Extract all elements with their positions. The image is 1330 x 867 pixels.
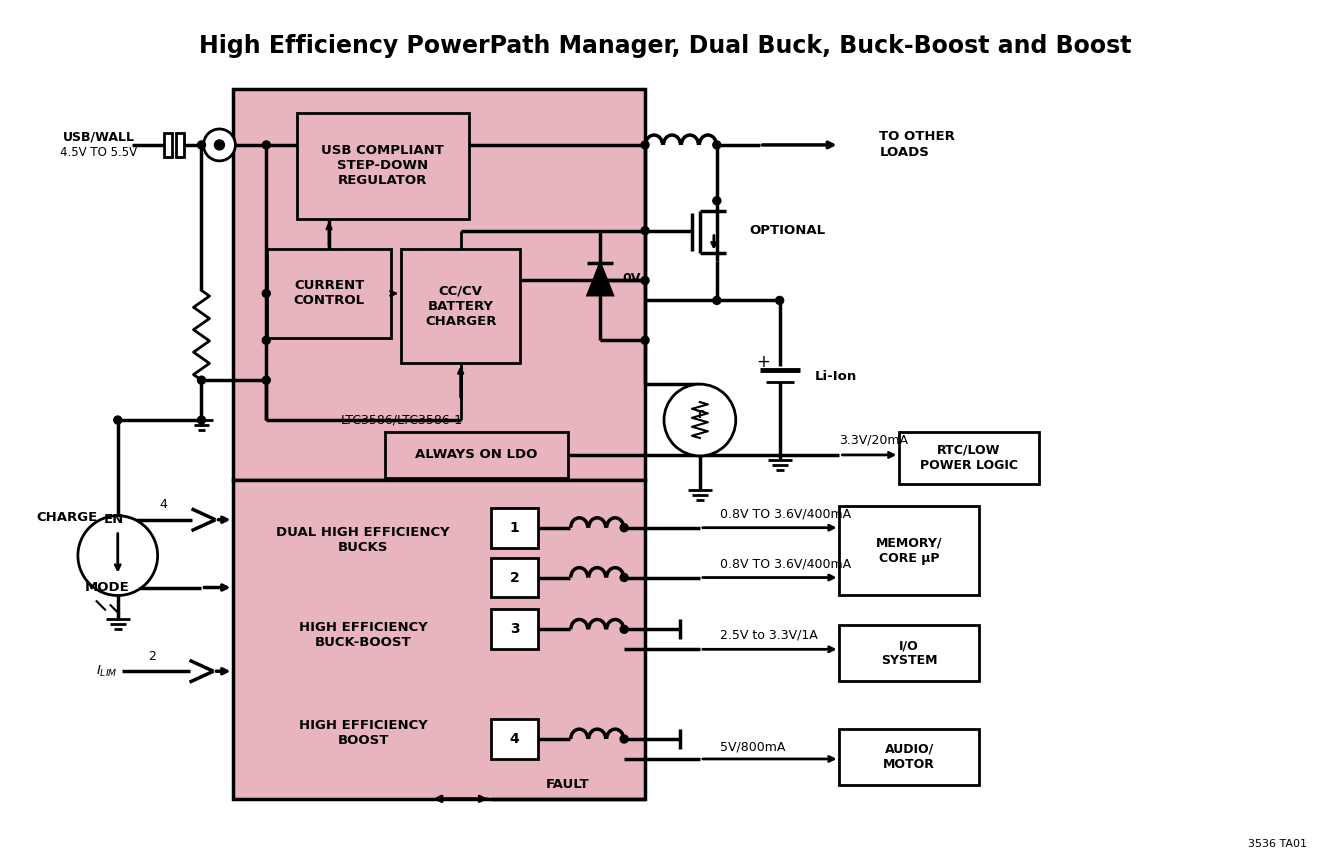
Bar xyxy=(839,625,979,681)
Bar xyxy=(839,505,979,596)
Text: USB COMPLIANT
STEP-DOWN
REGULATOR: USB COMPLIANT STEP-DOWN REGULATOR xyxy=(322,145,444,187)
Text: LTC3586/LTC3586-1: LTC3586/LTC3586-1 xyxy=(340,414,463,427)
Text: DUAL HIGH EFFICIENCY
BUCKS: DUAL HIGH EFFICIENCY BUCKS xyxy=(277,525,450,554)
Bar xyxy=(491,719,539,759)
Circle shape xyxy=(620,574,628,582)
Bar xyxy=(164,133,172,157)
Text: 1: 1 xyxy=(509,521,519,535)
Text: CHARGE: CHARGE xyxy=(36,512,97,525)
Text: I/O
SYSTEM: I/O SYSTEM xyxy=(880,639,938,668)
Bar xyxy=(899,432,1039,484)
Circle shape xyxy=(596,277,604,284)
Circle shape xyxy=(664,384,735,456)
Text: OPTIONAL: OPTIONAL xyxy=(750,225,826,238)
Text: RTC/LOW
POWER LOGIC: RTC/LOW POWER LOGIC xyxy=(920,444,1017,472)
Text: AUDIO/
MOTOR: AUDIO/ MOTOR xyxy=(883,743,935,771)
Circle shape xyxy=(262,376,270,384)
Text: USB/WALL: USB/WALL xyxy=(63,130,134,143)
Text: TO OTHER: TO OTHER xyxy=(879,130,955,143)
Circle shape xyxy=(197,416,205,424)
Bar xyxy=(297,113,468,218)
Bar xyxy=(839,729,979,785)
Text: MODE: MODE xyxy=(85,581,130,594)
Circle shape xyxy=(713,141,721,149)
Bar xyxy=(491,610,539,649)
Text: 4: 4 xyxy=(160,499,168,512)
Text: 5V/800mA: 5V/800mA xyxy=(720,740,785,753)
Circle shape xyxy=(641,141,649,149)
Bar xyxy=(233,479,645,799)
Circle shape xyxy=(203,129,235,161)
Polygon shape xyxy=(588,263,613,296)
Circle shape xyxy=(641,277,649,284)
Circle shape xyxy=(641,226,649,235)
Text: 3.3V/20mA: 3.3V/20mA xyxy=(839,434,908,447)
Text: 2: 2 xyxy=(509,570,519,584)
Text: 4: 4 xyxy=(509,732,519,746)
Circle shape xyxy=(214,140,225,150)
Text: CC/CV
BATTERY
CHARGER: CC/CV BATTERY CHARGER xyxy=(424,285,496,328)
Text: T: T xyxy=(696,410,704,420)
Bar xyxy=(491,557,539,597)
Bar xyxy=(491,508,539,548)
Text: 2.5V to 3.3V/1A: 2.5V to 3.3V/1A xyxy=(720,629,818,642)
Circle shape xyxy=(713,297,721,304)
Text: 2: 2 xyxy=(148,649,156,662)
Bar xyxy=(233,89,645,479)
Text: 4.5V TO 5.5V: 4.5V TO 5.5V xyxy=(60,147,137,160)
Text: FAULT: FAULT xyxy=(545,779,589,792)
Circle shape xyxy=(620,524,628,531)
Bar xyxy=(176,133,184,157)
Text: 3: 3 xyxy=(509,623,519,636)
Circle shape xyxy=(114,416,122,424)
Text: HIGH EFFICIENCY
BOOST: HIGH EFFICIENCY BOOST xyxy=(299,719,427,747)
Text: ALWAYS ON LDO: ALWAYS ON LDO xyxy=(415,448,537,461)
Text: CURRENT
CONTROL: CURRENT CONTROL xyxy=(294,279,364,308)
Text: LOADS: LOADS xyxy=(879,147,930,160)
Circle shape xyxy=(620,735,628,743)
Circle shape xyxy=(197,376,205,384)
Circle shape xyxy=(78,516,158,596)
Circle shape xyxy=(262,336,270,344)
Circle shape xyxy=(641,336,649,344)
Text: 0.8V TO 3.6V/400mA: 0.8V TO 3.6V/400mA xyxy=(720,507,851,520)
Text: Li-Ion: Li-Ion xyxy=(814,369,857,382)
Circle shape xyxy=(775,297,783,304)
Text: 0V: 0V xyxy=(622,272,641,285)
Bar xyxy=(400,249,520,363)
Text: EN: EN xyxy=(104,513,124,526)
Text: $I_{LIM}$: $I_{LIM}$ xyxy=(96,663,118,679)
Bar xyxy=(267,249,391,338)
Text: HIGH EFFICIENCY
BUCK-BOOST: HIGH EFFICIENCY BUCK-BOOST xyxy=(299,622,427,649)
Circle shape xyxy=(620,625,628,634)
Bar xyxy=(384,432,568,478)
Text: 3536 TA01: 3536 TA01 xyxy=(1248,838,1307,849)
Circle shape xyxy=(262,141,270,149)
Circle shape xyxy=(262,290,270,297)
Circle shape xyxy=(713,197,721,205)
Text: High Efficiency PowerPath Manager, Dual Buck, Buck-Boost and Boost: High Efficiency PowerPath Manager, Dual … xyxy=(198,34,1132,58)
Text: 0.8V TO 3.6V/400mA: 0.8V TO 3.6V/400mA xyxy=(720,557,851,570)
Text: +: + xyxy=(757,353,770,371)
Circle shape xyxy=(197,141,205,149)
Text: MEMORY/
CORE μP: MEMORY/ CORE μP xyxy=(876,537,943,564)
